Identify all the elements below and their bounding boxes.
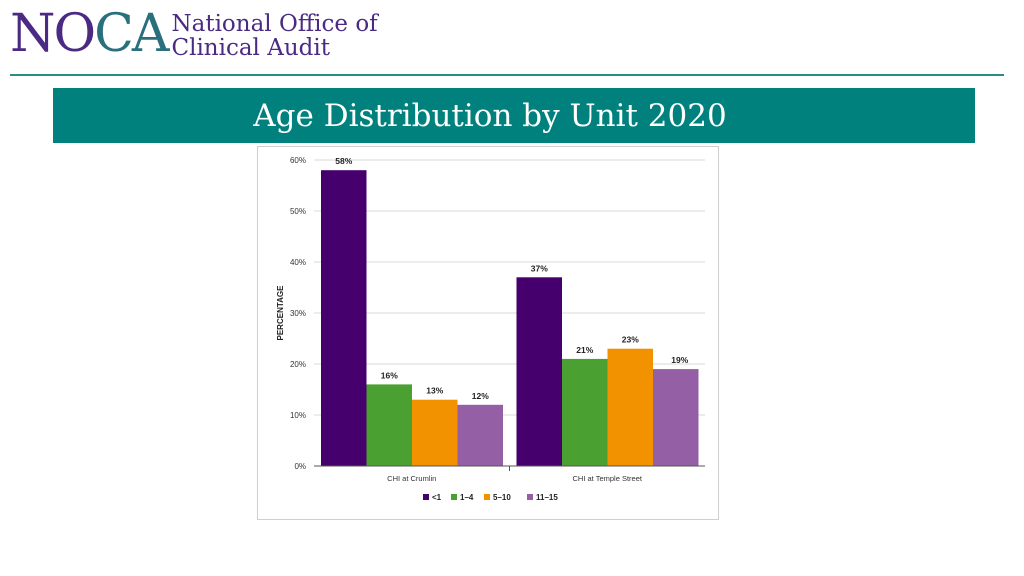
bar: [653, 369, 699, 466]
y-tick-label: 10%: [290, 411, 306, 420]
noca-logo: NOCA National Office of Clinical Audit: [10, 4, 378, 66]
data-label: 58%: [335, 156, 352, 166]
data-label: 21%: [576, 345, 593, 355]
legend-label: 1–4: [460, 493, 474, 502]
page-title: Age Distribution by Unit 2020: [253, 97, 727, 134]
bar-chart: 0% 10% 20% 30% 40% 50% 60% PERCENTAGE 58% 16% 13% 1…: [276, 156, 705, 502]
y-axis-label: PERCENTAGE: [276, 285, 285, 341]
x-category-label: CHI at Crumlin: [387, 474, 436, 483]
bar: [321, 170, 367, 466]
y-tick-label: 50%: [290, 207, 306, 216]
logo-line-1: National Office of: [171, 11, 378, 37]
bar: [607, 348, 653, 466]
legend-swatch: [484, 494, 490, 500]
data-label: 16%: [381, 370, 398, 380]
logo-mark: NOCA: [10, 4, 169, 64]
data-label: 19%: [671, 355, 688, 365]
y-tick-label: 0%: [294, 462, 306, 471]
legend-swatch: [451, 494, 457, 500]
legend-label: 11–15: [536, 493, 558, 502]
header-divider: [10, 74, 1004, 76]
bar: [516, 277, 562, 466]
y-tick-label: 30%: [290, 309, 306, 318]
bar: [412, 399, 458, 466]
bar: [562, 358, 608, 466]
x-category-label: CHI at Temple Street: [573, 474, 643, 483]
chart-frame: 0% 10% 20% 30% 40% 50% 60% PERCENTAGE 58% 16% 13% 1…: [257, 146, 719, 520]
y-tick-label: 20%: [290, 360, 306, 369]
y-tick-label: 60%: [290, 156, 306, 165]
data-label: 12%: [472, 391, 489, 401]
data-label: 23%: [622, 335, 639, 345]
legend-label: <1: [432, 493, 442, 502]
bar: [366, 384, 412, 466]
legend-label: 5–10: [493, 493, 511, 502]
logo-line-2: Clinical Audit: [171, 35, 330, 61]
title-banner: Age Distribution by Unit 2020: [53, 88, 975, 143]
logo-text: National Office of Clinical Audit: [171, 10, 377, 60]
data-label: 37%: [531, 263, 548, 273]
legend-swatch: [423, 494, 429, 500]
legend-swatch: [527, 494, 533, 500]
data-label: 13%: [426, 386, 443, 396]
y-tick-label: 40%: [290, 258, 306, 267]
bar: [457, 404, 503, 466]
